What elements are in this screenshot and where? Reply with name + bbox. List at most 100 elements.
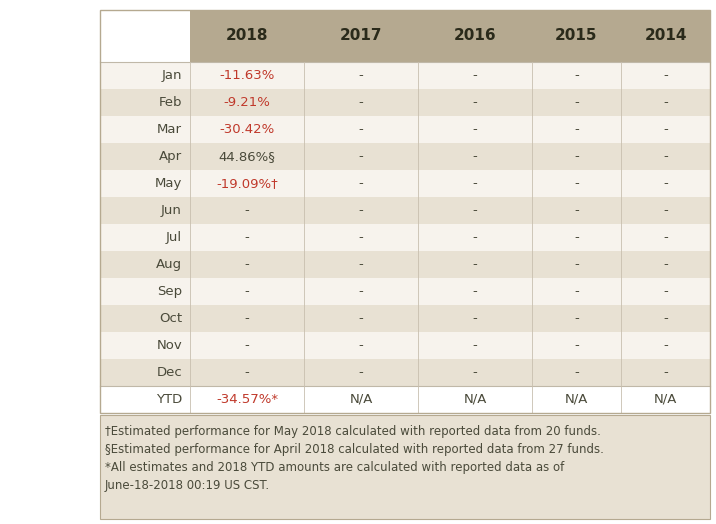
Text: -: - xyxy=(663,150,668,163)
Bar xyxy=(190,170,304,197)
Text: -: - xyxy=(663,285,668,298)
Bar xyxy=(621,170,710,197)
Text: -11.63%: -11.63% xyxy=(219,69,275,82)
Bar xyxy=(532,143,621,170)
Text: N/A: N/A xyxy=(565,393,588,406)
Bar xyxy=(532,62,621,89)
Bar xyxy=(304,197,418,224)
Bar xyxy=(621,332,710,359)
Text: -: - xyxy=(359,285,364,298)
Bar xyxy=(418,10,532,62)
Bar xyxy=(532,197,621,224)
Bar xyxy=(621,224,710,251)
Bar xyxy=(532,170,621,197)
Bar xyxy=(418,170,532,197)
Text: -: - xyxy=(359,96,364,109)
Text: -: - xyxy=(663,123,668,136)
Text: -: - xyxy=(473,285,478,298)
Bar xyxy=(621,359,710,386)
Text: 2016: 2016 xyxy=(454,28,496,43)
Bar xyxy=(100,386,190,413)
Bar xyxy=(190,305,304,332)
Bar xyxy=(190,10,304,62)
Text: Oct: Oct xyxy=(159,312,182,325)
Text: -: - xyxy=(359,366,364,379)
Text: -: - xyxy=(574,96,579,109)
Bar xyxy=(418,116,532,143)
Text: -9.21%: -9.21% xyxy=(223,96,271,109)
Text: 2014: 2014 xyxy=(644,28,687,43)
Text: -: - xyxy=(473,231,478,244)
Text: Jun: Jun xyxy=(161,204,182,217)
Text: -: - xyxy=(473,339,478,352)
Bar xyxy=(190,224,304,251)
Text: -: - xyxy=(245,285,249,298)
Bar xyxy=(532,386,621,413)
Text: Dec: Dec xyxy=(156,366,182,379)
Bar xyxy=(100,10,710,413)
Text: -: - xyxy=(574,366,579,379)
Text: -: - xyxy=(473,96,478,109)
Bar xyxy=(304,278,418,305)
Text: -19.09%†: -19.09%† xyxy=(216,177,278,190)
Text: -: - xyxy=(359,231,364,244)
Bar xyxy=(190,197,304,224)
Bar xyxy=(100,359,190,386)
Bar xyxy=(532,278,621,305)
Bar xyxy=(621,116,710,143)
Bar xyxy=(190,143,304,170)
Text: -: - xyxy=(663,231,668,244)
Bar xyxy=(100,278,190,305)
Text: -: - xyxy=(359,177,364,190)
Text: -: - xyxy=(663,96,668,109)
Bar xyxy=(190,62,304,89)
Text: Apr: Apr xyxy=(159,150,182,163)
Bar xyxy=(621,251,710,278)
Bar xyxy=(532,89,621,116)
Bar xyxy=(304,116,418,143)
Bar xyxy=(621,278,710,305)
Text: †Estimated performance for May 2018 calculated with reported data from 20 funds.: †Estimated performance for May 2018 calc… xyxy=(105,425,601,438)
Bar xyxy=(100,305,190,332)
Text: Jan: Jan xyxy=(162,69,182,82)
Bar xyxy=(304,359,418,386)
Text: May: May xyxy=(155,177,182,190)
Bar xyxy=(304,89,418,116)
Text: -: - xyxy=(663,258,668,271)
Bar xyxy=(100,415,710,519)
Bar xyxy=(100,10,190,62)
Bar xyxy=(532,10,621,62)
Bar xyxy=(304,62,418,89)
Bar xyxy=(100,116,190,143)
Text: *All estimates and 2018 YTD amounts are calculated with reported data as of: *All estimates and 2018 YTD amounts are … xyxy=(105,461,564,474)
Text: -: - xyxy=(245,312,249,325)
Text: Jul: Jul xyxy=(166,231,182,244)
Text: -: - xyxy=(473,366,478,379)
Bar xyxy=(100,170,190,197)
Bar xyxy=(100,251,190,278)
Text: -: - xyxy=(245,204,249,217)
Text: -: - xyxy=(574,204,579,217)
Text: -: - xyxy=(359,339,364,352)
Text: YTD: YTD xyxy=(156,393,182,406)
Bar xyxy=(304,251,418,278)
Text: -: - xyxy=(473,312,478,325)
Text: 44.86%§: 44.86%§ xyxy=(218,150,276,163)
Bar xyxy=(190,251,304,278)
Text: -34.57%*: -34.57%* xyxy=(216,393,278,406)
Bar xyxy=(532,359,621,386)
Text: -: - xyxy=(359,123,364,136)
Text: -: - xyxy=(574,69,579,82)
Bar xyxy=(190,386,304,413)
Text: -: - xyxy=(359,204,364,217)
Text: -: - xyxy=(574,258,579,271)
Text: -: - xyxy=(663,204,668,217)
Text: Nov: Nov xyxy=(156,339,182,352)
Bar xyxy=(100,224,190,251)
Text: N/A: N/A xyxy=(463,393,487,406)
Text: Sep: Sep xyxy=(157,285,182,298)
Text: -: - xyxy=(663,177,668,190)
Bar xyxy=(100,89,190,116)
Text: -: - xyxy=(359,258,364,271)
Bar xyxy=(190,278,304,305)
